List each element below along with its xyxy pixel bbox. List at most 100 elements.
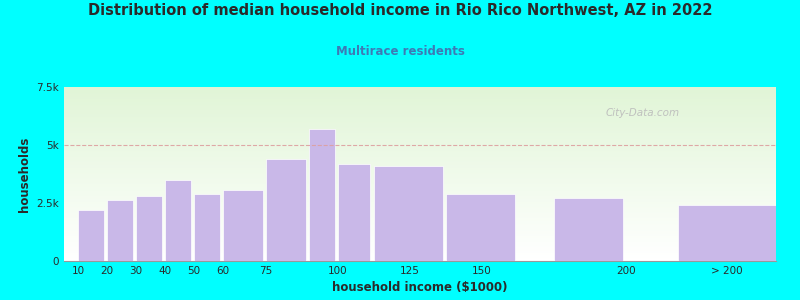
- Bar: [64, 111, 776, 112]
- Bar: [64, 205, 776, 206]
- Bar: [64, 167, 776, 168]
- Bar: [64, 96, 776, 97]
- Bar: [374, 166, 443, 261]
- Bar: [64, 125, 776, 126]
- Bar: [64, 148, 776, 149]
- Bar: [64, 190, 776, 191]
- Bar: [64, 157, 776, 158]
- Bar: [64, 187, 776, 188]
- Bar: [64, 99, 776, 100]
- Bar: [64, 239, 776, 240]
- Bar: [64, 256, 776, 257]
- Bar: [78, 210, 104, 261]
- Bar: [64, 214, 776, 215]
- Bar: [64, 215, 776, 216]
- Bar: [64, 128, 776, 129]
- Bar: [64, 218, 776, 219]
- Bar: [64, 130, 776, 131]
- Bar: [64, 91, 776, 92]
- Bar: [64, 153, 776, 154]
- Bar: [64, 143, 776, 144]
- Bar: [64, 88, 776, 89]
- Bar: [64, 245, 776, 246]
- Bar: [64, 138, 776, 139]
- Bar: [64, 189, 776, 190]
- Bar: [64, 159, 776, 160]
- Bar: [64, 169, 776, 170]
- Bar: [64, 105, 776, 106]
- Bar: [64, 254, 776, 255]
- Bar: [64, 207, 776, 208]
- Bar: [64, 209, 776, 210]
- Bar: [64, 161, 776, 162]
- Bar: [64, 194, 776, 195]
- Bar: [64, 174, 776, 175]
- Bar: [64, 144, 776, 145]
- Bar: [64, 197, 776, 198]
- Bar: [64, 251, 776, 252]
- Bar: [64, 201, 776, 202]
- Bar: [64, 246, 776, 247]
- Bar: [64, 210, 776, 211]
- Bar: [64, 104, 776, 105]
- Bar: [64, 95, 776, 96]
- Bar: [64, 249, 776, 250]
- Bar: [64, 238, 776, 239]
- Bar: [64, 168, 776, 169]
- Bar: [64, 184, 776, 185]
- Bar: [64, 170, 776, 171]
- Bar: [64, 146, 776, 147]
- Bar: [64, 165, 776, 166]
- Bar: [64, 98, 776, 99]
- Bar: [64, 217, 776, 218]
- Bar: [64, 223, 776, 224]
- Bar: [64, 114, 776, 115]
- Bar: [64, 228, 776, 229]
- Bar: [309, 129, 335, 261]
- Bar: [136, 196, 162, 261]
- Bar: [64, 179, 776, 180]
- Bar: [64, 149, 776, 150]
- Bar: [64, 177, 776, 178]
- Bar: [64, 119, 776, 120]
- Bar: [64, 235, 776, 236]
- Bar: [64, 243, 776, 244]
- Bar: [64, 145, 776, 146]
- Bar: [64, 196, 776, 197]
- Bar: [64, 206, 776, 207]
- Bar: [64, 188, 776, 189]
- Bar: [64, 118, 776, 119]
- Bar: [64, 120, 776, 121]
- Bar: [64, 233, 776, 234]
- Bar: [64, 241, 776, 242]
- Bar: [64, 236, 776, 237]
- Bar: [64, 219, 776, 220]
- Bar: [64, 162, 776, 163]
- Bar: [64, 143, 776, 144]
- Bar: [64, 200, 776, 201]
- Bar: [64, 113, 776, 114]
- Bar: [64, 100, 776, 101]
- Bar: [64, 242, 776, 243]
- Bar: [64, 199, 776, 200]
- Bar: [64, 240, 776, 241]
- Bar: [64, 178, 776, 179]
- Bar: [64, 136, 776, 137]
- Bar: [64, 164, 776, 165]
- Bar: [64, 122, 776, 123]
- Y-axis label: households: households: [18, 136, 31, 212]
- Bar: [64, 154, 776, 155]
- Bar: [64, 181, 776, 182]
- Bar: [64, 216, 776, 217]
- Bar: [64, 230, 776, 231]
- Bar: [64, 115, 776, 116]
- Bar: [64, 112, 776, 113]
- Bar: [64, 152, 776, 153]
- Bar: [64, 220, 776, 221]
- Bar: [64, 107, 776, 108]
- Bar: [64, 142, 776, 143]
- Bar: [64, 172, 776, 173]
- Bar: [554, 198, 623, 261]
- Text: Distribution of median household income in Rio Rico Northwest, AZ in 2022: Distribution of median household income …: [88, 3, 712, 18]
- Bar: [678, 205, 800, 261]
